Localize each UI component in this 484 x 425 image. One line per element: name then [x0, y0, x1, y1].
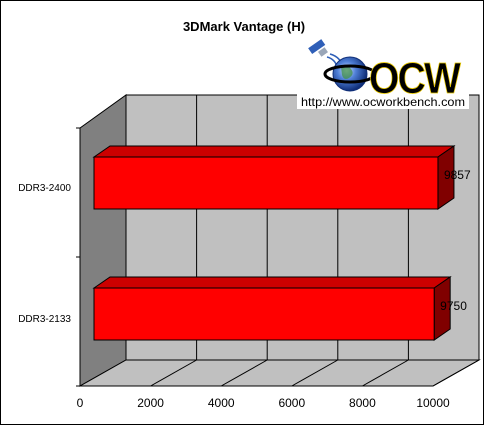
x-tick-label: 2000	[137, 396, 164, 410]
data-label: 9857	[444, 168, 471, 182]
satellite-icon	[308, 39, 344, 69]
bar	[93, 156, 439, 210]
x-tick-label: 6000	[278, 396, 305, 410]
floor-gridline	[432, 359, 480, 387]
floor-gridline	[362, 359, 409, 387]
side-wall	[79, 94, 127, 387]
bar	[93, 287, 435, 341]
bar-top	[92, 145, 456, 158]
category-label: DDR3-2400	[18, 183, 71, 194]
logo-url: http://www.ocworkbench.com	[301, 95, 465, 109]
ocw-logo: OCW http://www.ocworkbench.com	[297, 39, 469, 109]
floor-gridline	[291, 359, 339, 387]
x-axis-tick-labels: 0 2000 4000 6000 8000 10000	[77, 396, 450, 410]
x-tick-label: 8000	[349, 396, 376, 410]
chart-title: 3DMark Vantage (H)	[183, 19, 305, 34]
bar-top	[92, 276, 452, 289]
x-tick-label: 0	[77, 396, 84, 410]
bars: 9857 9750	[92, 145, 471, 341]
x-tick-label: 4000	[208, 396, 235, 410]
data-label: 9750	[440, 299, 467, 313]
category-labels: DDR3-2400 DDR3-2133	[18, 183, 71, 325]
category-label: DDR3-2133	[18, 314, 71, 325]
floor	[78, 359, 481, 387]
floor-gridline	[220, 359, 268, 387]
floor-gridline	[150, 359, 197, 387]
x-tick-label: 10000	[416, 396, 450, 410]
